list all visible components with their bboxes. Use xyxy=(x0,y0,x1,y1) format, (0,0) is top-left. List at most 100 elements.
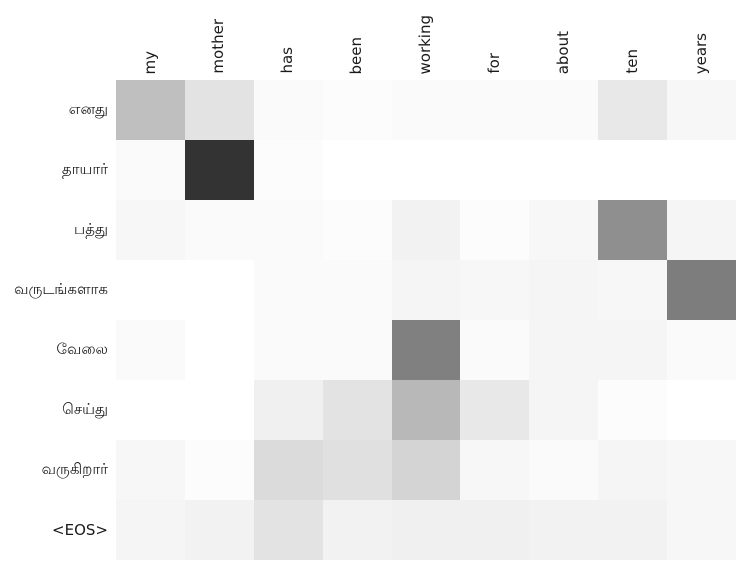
heatmap-cell xyxy=(460,440,530,500)
heatmap-cell xyxy=(184,260,254,320)
heatmap-cell xyxy=(529,320,599,380)
heatmap-cell xyxy=(460,80,530,140)
heatmap-cell xyxy=(598,140,668,200)
heatmap-cell xyxy=(598,80,668,140)
heatmap-cell xyxy=(322,260,392,320)
heatmap-cell xyxy=(529,200,599,260)
heatmap-cell xyxy=(253,200,323,260)
y-axis-label-text: பத்து xyxy=(74,220,108,238)
x-axis-label-years: years xyxy=(667,0,736,74)
x-axis-label-text: ten xyxy=(622,49,641,74)
heatmap-cell xyxy=(184,80,254,140)
heatmap-cell xyxy=(667,260,736,320)
x-axis-label-been: been xyxy=(323,0,392,75)
x-axis-label-mother: mother xyxy=(185,0,254,74)
heatmap-cell xyxy=(253,320,323,380)
heatmap-cell xyxy=(253,260,323,320)
y-axis-label-text: எனது xyxy=(68,100,108,118)
heatmap-cell xyxy=(598,200,668,260)
heatmap-cell xyxy=(116,440,185,500)
heatmap-cell xyxy=(253,500,323,560)
y-axis-label-text: வருடங்களாக xyxy=(14,280,108,298)
x-axis-label-about: about xyxy=(529,0,598,74)
heatmap-cell xyxy=(598,320,668,380)
heatmap-cell xyxy=(253,80,323,140)
heatmap-cell xyxy=(460,380,530,440)
heatmap-cell xyxy=(529,500,599,560)
heatmap-cell xyxy=(598,380,668,440)
heatmap-cell xyxy=(184,380,254,440)
heatmap-cell xyxy=(391,440,461,500)
heatmap-cell xyxy=(184,500,254,560)
heatmap-cell xyxy=(322,500,392,560)
x-axis-label-ten: ten xyxy=(598,0,667,74)
y-axis-label-text: செய்து xyxy=(62,400,108,418)
heatmap-cell xyxy=(529,140,599,200)
heatmap-cell xyxy=(391,80,461,140)
heatmap-cell xyxy=(116,380,185,440)
heatmap-cell xyxy=(322,320,392,380)
y-axis-label: செய்து xyxy=(0,380,108,440)
heatmap-cell xyxy=(184,140,254,200)
heatmap-cell xyxy=(322,200,392,260)
heatmap-cell xyxy=(116,500,185,560)
heatmap-cell xyxy=(391,200,461,260)
x-axis-label-text: my xyxy=(140,50,159,75)
x-axis-label-working: working xyxy=(392,0,461,75)
heatmap-cell xyxy=(598,500,668,560)
heatmap-cell xyxy=(529,440,599,500)
y-axis-label-text: <EOS> xyxy=(52,521,108,539)
heatmap-cell xyxy=(116,260,185,320)
heatmap-cell xyxy=(460,140,530,200)
heatmap-cell xyxy=(391,140,461,200)
y-axis-label-text: வேலை xyxy=(56,340,108,358)
y-axis-label-text: தாயார் xyxy=(61,160,108,178)
heatmap-cell xyxy=(184,440,254,500)
x-axis-label-text: mother xyxy=(209,19,228,74)
heatmap-cell xyxy=(598,260,668,320)
x-axis-label-text: years xyxy=(691,32,710,74)
heatmap-grid xyxy=(116,80,736,560)
heatmap-cell xyxy=(116,140,185,200)
y-axis-label-text: வருகிறார் xyxy=(41,460,108,478)
heatmap-cell xyxy=(253,440,323,500)
y-axis-label: வேலை xyxy=(0,320,108,380)
heatmap-cell xyxy=(460,500,530,560)
heatmap-cell xyxy=(529,380,599,440)
heatmap-cell xyxy=(460,320,530,380)
heatmap-cell xyxy=(391,500,461,560)
y-axis-label: எனது xyxy=(0,80,108,140)
y-axis-label: வருடங்களாக xyxy=(0,260,108,320)
heatmap-cell xyxy=(667,380,736,440)
y-axis-label: <EOS> xyxy=(0,500,108,560)
y-axis-label: தாயார் xyxy=(0,140,108,200)
heatmap-cell xyxy=(460,200,530,260)
heatmap-cell xyxy=(667,80,736,140)
heatmap-cell xyxy=(116,200,185,260)
heatmap-cell xyxy=(667,140,736,200)
heatmap-cell xyxy=(322,440,392,500)
x-axis-label-for: for xyxy=(460,0,529,74)
heatmap-cell xyxy=(322,80,392,140)
heatmap-cell xyxy=(529,80,599,140)
heatmap-cell xyxy=(116,80,185,140)
heatmap-cell xyxy=(391,380,461,440)
heatmap-cell xyxy=(667,500,736,560)
heatmap-cell xyxy=(116,320,185,380)
x-axis-label-text: has xyxy=(278,47,297,74)
heatmap-cell xyxy=(529,260,599,320)
x-axis-label-text: working xyxy=(416,14,435,75)
heatmap-cell xyxy=(667,200,736,260)
heatmap-cell xyxy=(667,320,736,380)
y-axis-label: வருகிறார் xyxy=(0,440,108,500)
heatmap-cell xyxy=(184,200,254,260)
y-axis-label: பத்து xyxy=(0,200,108,260)
heatmap-cell xyxy=(322,380,392,440)
heatmap-cell xyxy=(460,260,530,320)
x-axis-label-text: for xyxy=(485,53,503,74)
x-axis-label-text: been xyxy=(347,36,366,75)
heatmap-cell xyxy=(667,440,736,500)
heatmap-cell xyxy=(253,140,323,200)
heatmap-cell xyxy=(184,320,254,380)
